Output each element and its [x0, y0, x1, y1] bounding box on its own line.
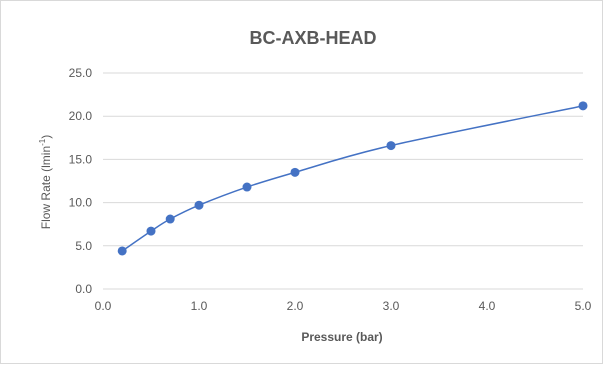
- gridlines: [103, 72, 583, 290]
- y-axis-label-close: ): [39, 135, 53, 139]
- chart-title: BC-AXB-HEAD: [250, 28, 377, 48]
- data-point: [242, 182, 252, 192]
- y-axis-label: Flow Rate (lmin-1): [38, 135, 53, 229]
- y-tick-label: 5.0: [75, 239, 92, 253]
- x-tick-label: 0.0: [95, 299, 112, 313]
- data-point: [386, 141, 396, 151]
- data-point: [194, 200, 204, 210]
- y-axis-label-superscript: -1: [38, 138, 47, 146]
- data-point: [117, 246, 127, 256]
- x-axis-label: Pressure (bar): [301, 330, 382, 344]
- y-tick-label: 0.0: [75, 282, 92, 296]
- y-axis-label-main: Flow Rate (lmin: [39, 146, 53, 229]
- x-tick-label: 1.0: [191, 299, 208, 313]
- data-point: [165, 214, 175, 224]
- x-tick-label: 3.0: [383, 299, 400, 313]
- y-tick-label: 10.0: [69, 196, 93, 210]
- y-tick-label: 20.0: [69, 109, 93, 123]
- data-point: [578, 101, 588, 111]
- y-tick-label: 15.0: [69, 152, 93, 166]
- data-points: [117, 101, 588, 256]
- y-tick-labels: 0.0 5.0 10.0 15.0 20.0 25.0: [69, 66, 93, 296]
- x-tick-label: 5.0: [575, 299, 592, 313]
- data-point: [146, 226, 156, 236]
- y-tick-label: 25.0: [69, 66, 93, 80]
- x-tick-label: 4.0: [479, 299, 496, 313]
- x-tick-label: 2.0: [287, 299, 304, 313]
- series-line: [121, 105, 584, 252]
- x-tick-labels: 0.0 1.0 2.0 3.0 4.0 5.0: [95, 299, 592, 313]
- data-point: [290, 167, 300, 177]
